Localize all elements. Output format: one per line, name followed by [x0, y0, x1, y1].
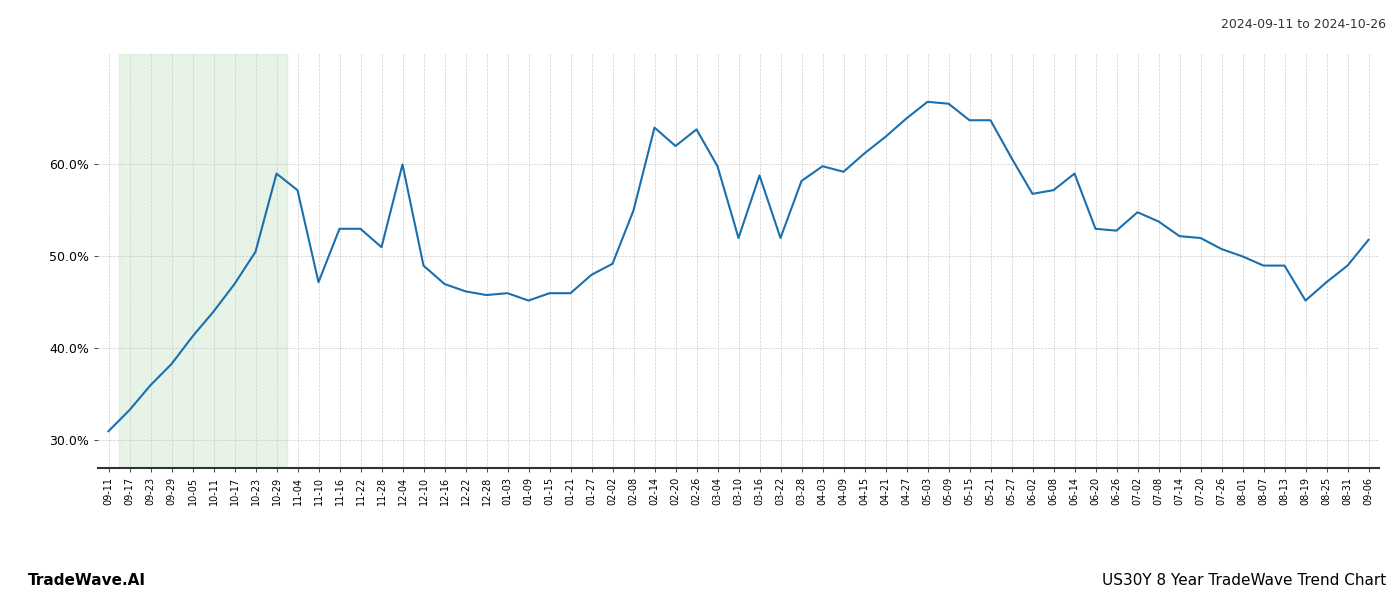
Text: TradeWave.AI: TradeWave.AI: [28, 573, 146, 588]
Bar: [119, 54, 287, 468]
Text: 2024-09-11 to 2024-10-26: 2024-09-11 to 2024-10-26: [1221, 18, 1386, 31]
Text: US30Y 8 Year TradeWave Trend Chart: US30Y 8 Year TradeWave Trend Chart: [1102, 573, 1386, 588]
